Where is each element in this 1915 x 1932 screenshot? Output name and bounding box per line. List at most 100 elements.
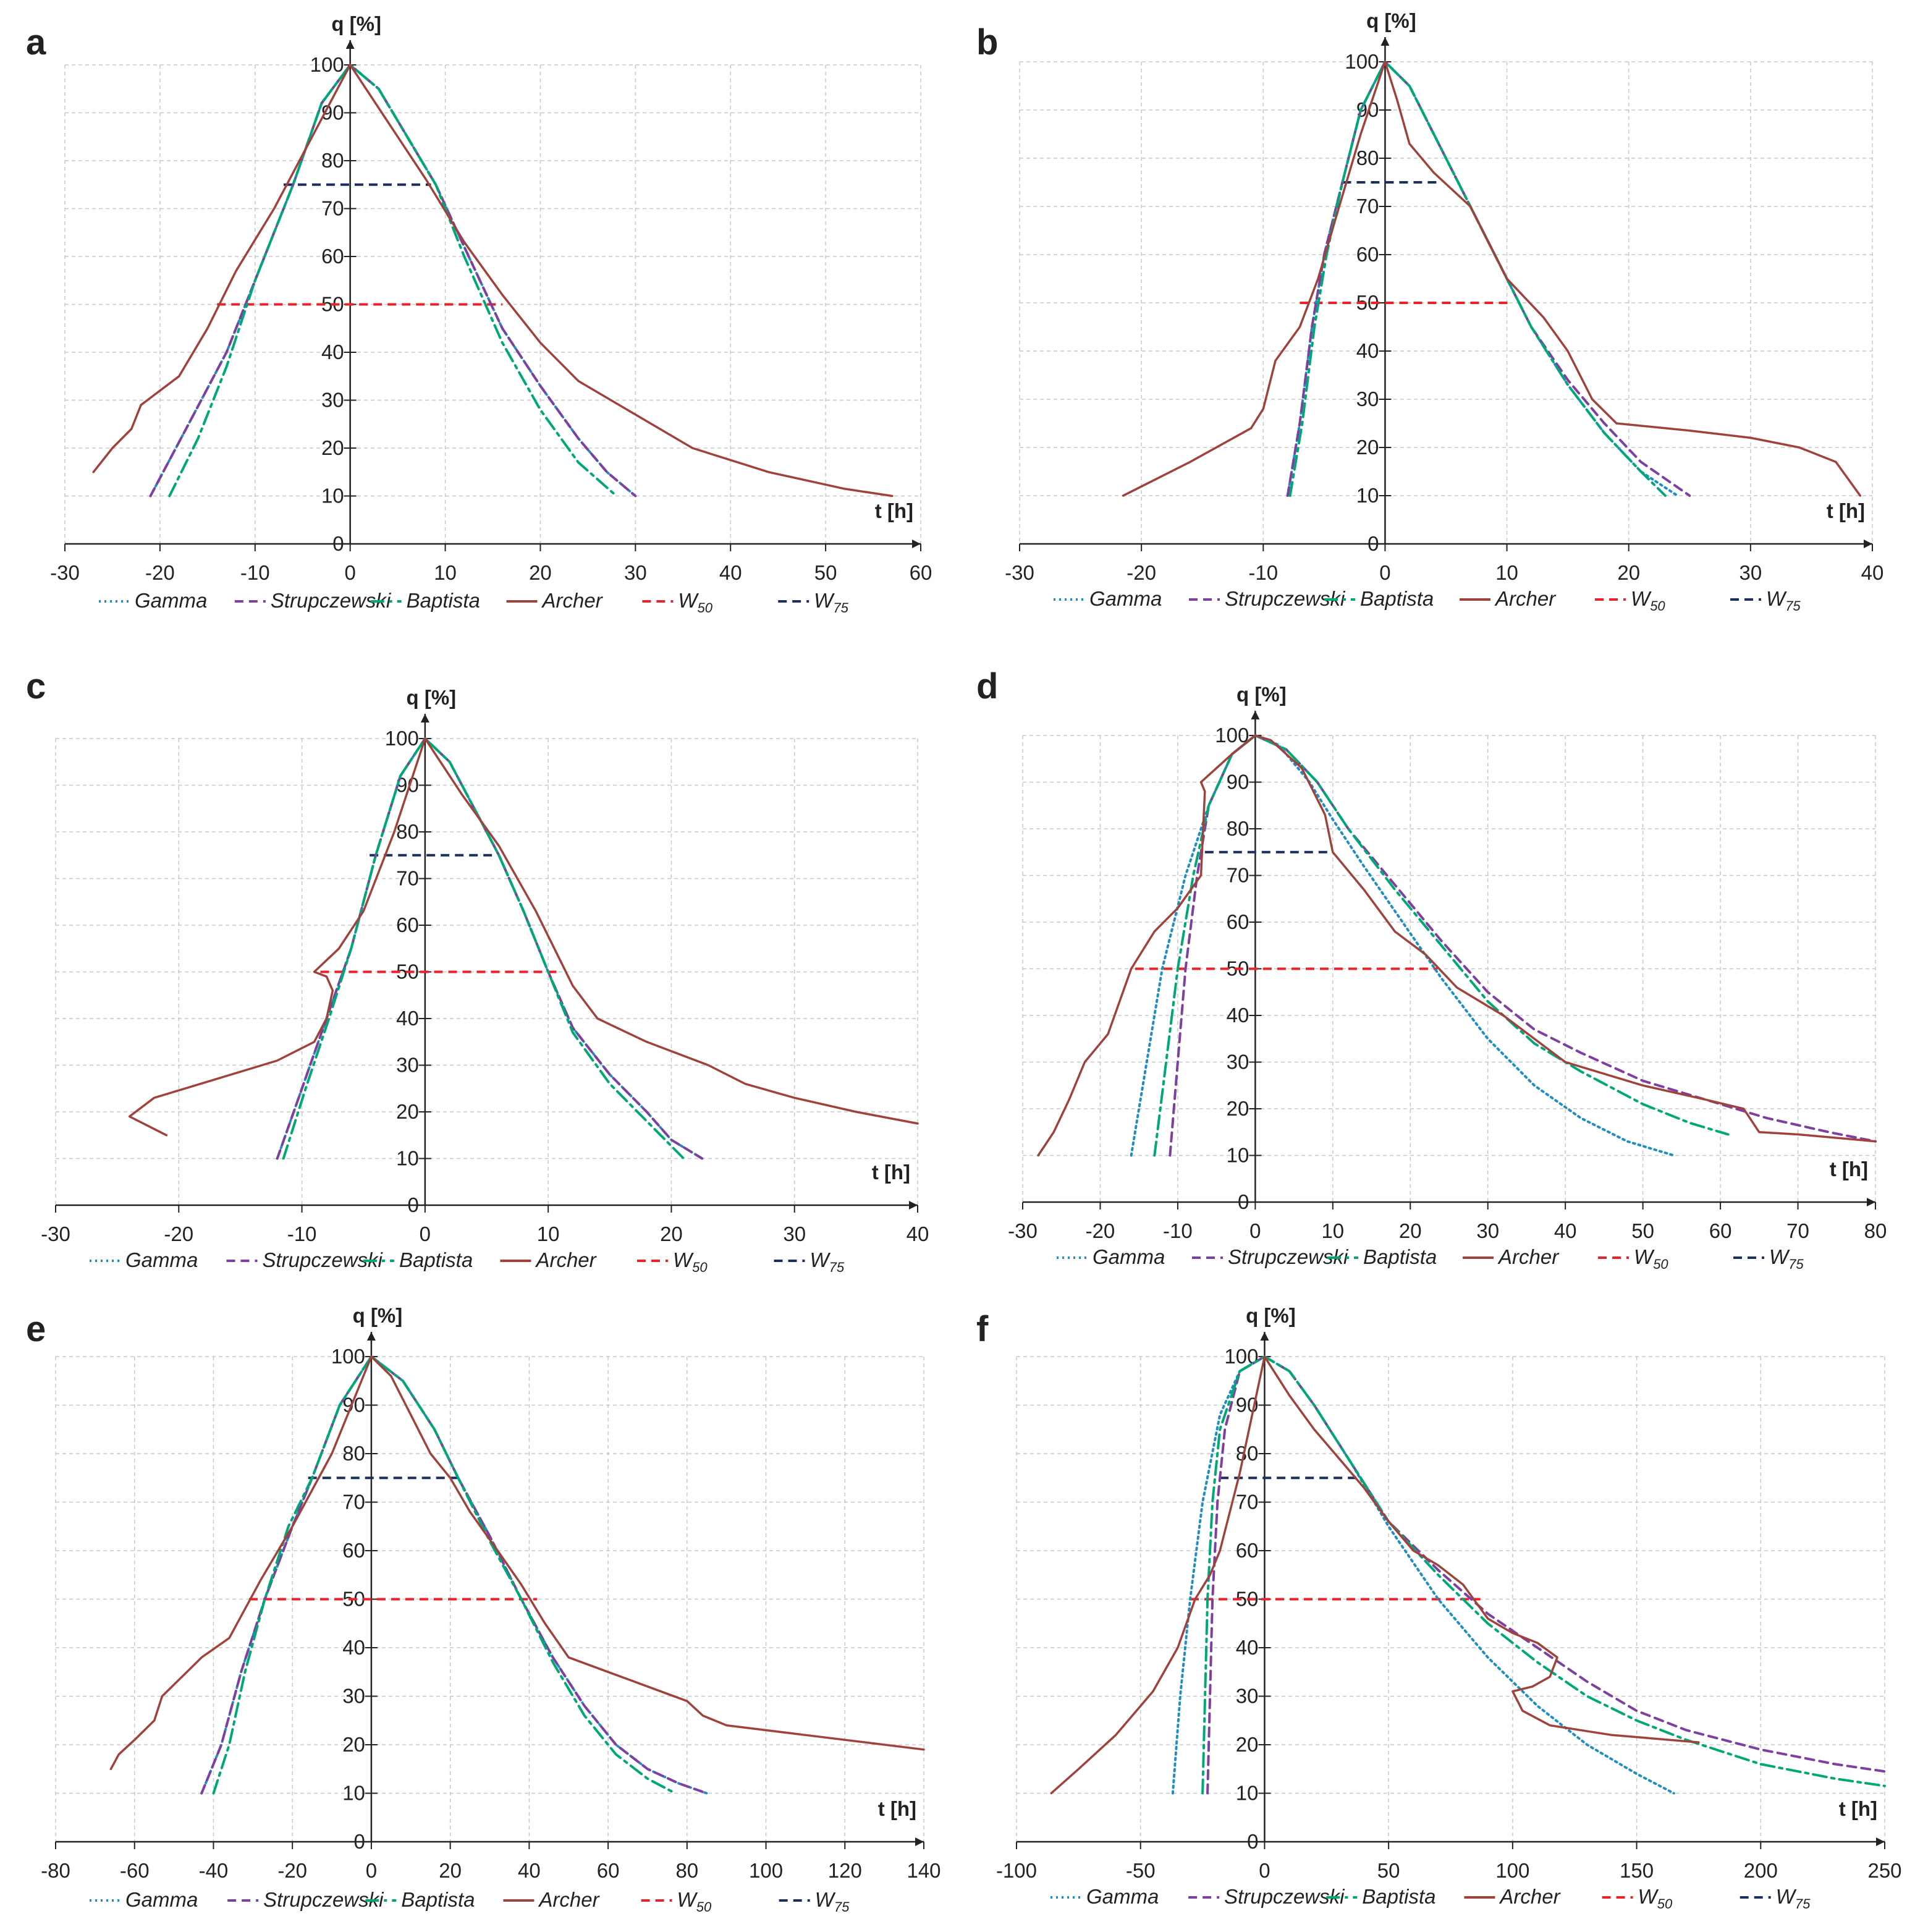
y-tick-label: 70 xyxy=(321,197,344,220)
x-tick-label: 40 xyxy=(518,1859,541,1882)
y-tick-label: 70 xyxy=(396,867,419,890)
x-tick-label: 50 xyxy=(1377,1859,1400,1882)
y-tick-label: 60 xyxy=(1227,910,1249,933)
y-tick-label: 100 xyxy=(1215,724,1249,747)
x-tick-label: -30 xyxy=(50,561,80,584)
y-axis-arrow xyxy=(345,40,355,49)
series-baptista-line xyxy=(1201,1355,1886,1795)
legend: Gamma Strupczewski Baptista Archer W50 W75 xyxy=(90,1248,845,1275)
series-baptista-line xyxy=(212,1355,677,1795)
y-tick-label: 100 xyxy=(331,1345,365,1368)
panel-letter: d xyxy=(976,666,998,706)
series-baptista-line xyxy=(282,737,685,1160)
legend: Gamma Strupczewski Baptista Archer W50 W75 xyxy=(90,1888,850,1915)
x-axis-title: t [h] xyxy=(878,1797,916,1820)
series-strup-line xyxy=(1286,61,1691,497)
y-tick-label: 30 xyxy=(1227,1051,1249,1074)
y-tick-label: 0 xyxy=(1247,1830,1258,1853)
y-tick-label: 70 xyxy=(1236,1491,1259,1514)
legend-label-w75: W75 xyxy=(814,589,848,616)
x-tick-label: -20 xyxy=(1127,561,1156,584)
x-axis-title: t [h] xyxy=(872,1161,910,1184)
series-baptista-line xyxy=(1153,734,1730,1157)
y-tick-label: 10 xyxy=(396,1147,419,1170)
series-archer-line xyxy=(128,737,919,1137)
legend-label-w75: W75 xyxy=(810,1248,844,1275)
legend: Gamma Strupczewski Baptista Archer W50 W75 xyxy=(1057,1245,1804,1272)
y-tick-label: 0 xyxy=(1238,1190,1249,1213)
legend-label-w75: W75 xyxy=(815,1888,850,1915)
legend-label-archer: Archer xyxy=(1497,1245,1560,1268)
series-gamma-line xyxy=(276,737,704,1160)
x-tick-label: 10 xyxy=(434,561,457,584)
y-tick-label: 40 xyxy=(1227,1004,1249,1027)
y-axis-arrow xyxy=(1380,37,1390,46)
x-tick-label: -20 xyxy=(277,1859,307,1882)
y-axis-title: q [%] xyxy=(407,686,457,709)
x-tick-label: 100 xyxy=(1495,1859,1529,1882)
y-tick-label: 60 xyxy=(342,1539,365,1562)
legend-subscript: 50 xyxy=(696,1899,712,1915)
x-tick-label: 60 xyxy=(1709,1219,1732,1242)
y-tick-label: 100 xyxy=(310,53,344,76)
x-tick-label: -20 xyxy=(1086,1219,1115,1242)
legend-subscript: 75 xyxy=(833,600,848,616)
y-tick-label: 30 xyxy=(1236,1685,1259,1708)
legend-subscript: 50 xyxy=(1653,1256,1668,1272)
legend-label-archer: Archer xyxy=(538,1888,600,1911)
y-axis-title: q [%] xyxy=(331,12,381,35)
legend-label-w50: W50 xyxy=(673,1248,708,1275)
y-tick-label: 70 xyxy=(1356,195,1379,218)
x-tick-label: 120 xyxy=(828,1859,862,1882)
series-archer-line xyxy=(1037,734,1877,1157)
x-tick-label: 10 xyxy=(1321,1219,1344,1242)
legend-label-gamma: Gamma xyxy=(125,1888,198,1911)
legend: Gamma Strupczewski Baptista Archer W50 W75 xyxy=(1051,1885,1811,1912)
x-axis-arrow xyxy=(915,1837,924,1846)
x-tick-label: 50 xyxy=(1631,1219,1654,1242)
series-strup-line xyxy=(1169,734,1877,1157)
y-tick-label: 0 xyxy=(354,1830,365,1853)
y-axis-arrow xyxy=(420,714,429,722)
y-tick-label: 40 xyxy=(396,1007,419,1030)
x-tick-label: -20 xyxy=(164,1222,193,1245)
x-tick-label: 10 xyxy=(537,1222,560,1245)
legend-subscript: 50 xyxy=(697,600,712,616)
x-tick-label: 20 xyxy=(1617,561,1640,584)
panel-letter: b xyxy=(976,22,998,62)
x-tick-label: -10 xyxy=(240,561,270,584)
chart-panel-b: b-30 -20 -10 0 10 20 30 40010203040506070809010… xyxy=(976,9,1883,614)
legend-label-w75: W75 xyxy=(1769,1245,1804,1272)
x-tick-label: 250 xyxy=(1867,1859,1901,1882)
y-tick-label: 90 xyxy=(1227,771,1249,794)
legend-subscript: 75 xyxy=(1795,1896,1811,1912)
x-tick-label: 150 xyxy=(1620,1859,1654,1882)
gridlines xyxy=(55,1356,924,1842)
legend-label-gamma: Gamma xyxy=(1086,1885,1159,1908)
y-tick-label: 20 xyxy=(396,1100,419,1123)
legend-label-archer: Archer xyxy=(1494,587,1557,610)
x-tick-label: 0 xyxy=(1249,1219,1261,1242)
legend-label-w50: W50 xyxy=(1631,587,1665,614)
legend: Gamma Strupczewski Baptista Archer W50 W75 xyxy=(99,589,849,616)
y-tick-label: 20 xyxy=(1236,1733,1259,1756)
y-tick-label: 70 xyxy=(342,1491,365,1514)
x-tick-label: 20 xyxy=(439,1859,462,1882)
x-tick-label: 60 xyxy=(910,561,932,584)
x-tick-label: 0 xyxy=(420,1222,431,1245)
x-tick-label: 10 xyxy=(1495,561,1518,584)
x-axis-title: t [h] xyxy=(875,499,913,522)
y-tick-label: 70 xyxy=(1227,864,1249,887)
series-gamma-line xyxy=(1130,734,1675,1157)
y-axis-arrow xyxy=(366,1332,376,1341)
y-axis-title: q [%] xyxy=(1237,683,1287,706)
y-tick-label: 10 xyxy=(1356,484,1379,507)
y-tick-label: 60 xyxy=(396,913,419,936)
legend-label-archer: Archer xyxy=(1499,1885,1561,1908)
x-tick-label: 40 xyxy=(907,1222,929,1245)
y-tick-label: 60 xyxy=(1236,1539,1259,1562)
y-tick-label: 20 xyxy=(321,436,344,459)
y-tick-label: 30 xyxy=(1356,388,1379,410)
series-baptista-line xyxy=(168,64,618,498)
